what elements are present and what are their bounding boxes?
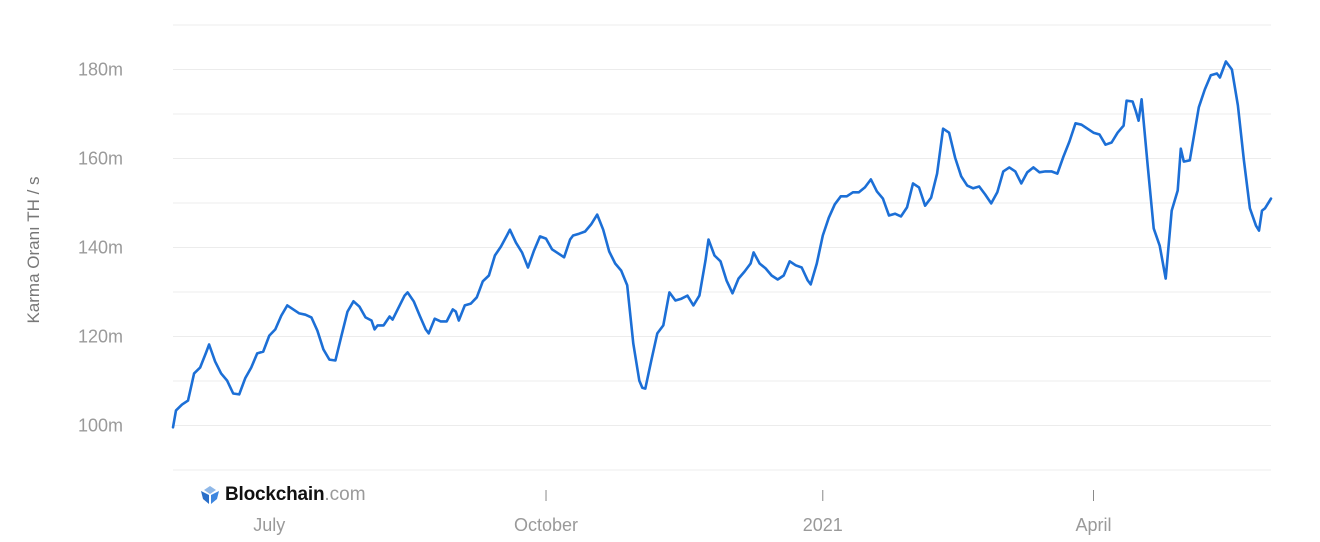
gridlines (173, 24, 1271, 471)
x-tick-label: 2021 (803, 515, 843, 535)
blockchain-cube-icon (201, 486, 219, 504)
blockchain-logo[interactable]: Blockchain .com (198, 484, 370, 506)
y-tick-label: 140m (78, 238, 123, 258)
y-tick-label: 100m (78, 416, 123, 436)
y-axis: 100m 120m 140m 160m 180m (78, 60, 123, 436)
x-axis: July October 2021 April (253, 490, 1112, 535)
x-tick-label: April (1076, 515, 1112, 535)
y-axis-title: Karma Oranı TH / s (24, 176, 43, 323)
y-tick-label: 160m (78, 149, 123, 169)
y-tick-label: 180m (78, 60, 123, 80)
x-tick-label: October (514, 515, 578, 535)
x-tick-label: July (253, 515, 285, 535)
logo-wordmark: Blockchain (225, 484, 325, 505)
series-line (171, 60, 1273, 429)
y-tick-label: 120m (78, 327, 123, 347)
logo-suffix: .com (324, 484, 366, 505)
